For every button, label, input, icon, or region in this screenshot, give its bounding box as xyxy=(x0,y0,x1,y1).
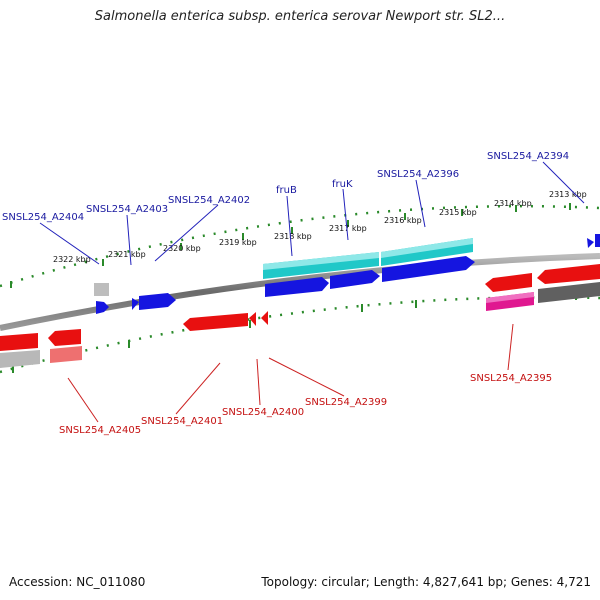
cds-reverse[interactable] xyxy=(0,333,38,351)
cds-forward[interactable] xyxy=(265,277,329,297)
forward-cds-track xyxy=(96,234,600,314)
cds-forward[interactable] xyxy=(139,293,176,310)
gene-label[interactable]: SNSL254_A2400 xyxy=(222,407,304,418)
tick-label: 2317 kbp xyxy=(329,224,367,233)
cyan-track xyxy=(263,238,473,279)
genome-backbone xyxy=(0,253,600,331)
cds-forward[interactable] xyxy=(330,270,380,289)
cds-reverse[interactable] xyxy=(261,311,268,325)
gene-label[interactable]: fruB xyxy=(276,185,297,196)
gene-label[interactable]: SNSL254_A2399 xyxy=(305,397,387,408)
gene-label[interactable]: SNSL254_A2401 xyxy=(141,416,223,427)
magenta-feature-highlight xyxy=(486,292,534,303)
cds-forward[interactable] xyxy=(132,298,139,310)
cds-forward[interactable] xyxy=(595,234,600,247)
gene-label[interactable]: SNSL254_A2395 xyxy=(470,373,552,384)
tick-labels: 2322 kbp 2321 kbp 2320 kbp 2319 kbp 2318… xyxy=(53,190,587,264)
bottom-gene-labels: SNSL254_A2405 SNSL254_A2401 SNSL254_A240… xyxy=(59,373,552,436)
gene-label[interactable]: SNSL254_A2396 xyxy=(377,169,459,180)
gene-label[interactable]: SNSL254_A2394 xyxy=(487,151,569,162)
reverse-cds-track xyxy=(0,264,600,351)
gene-label[interactable]: SNSL254_A2403 xyxy=(86,204,168,215)
topology-text: Topology: circular; Length: 4,827,641 bp… xyxy=(261,575,591,589)
tick-label: 2319 kbp xyxy=(219,238,257,247)
gene-label[interactable]: fruK xyxy=(332,179,353,190)
cds-forward[interactable] xyxy=(96,301,109,314)
gene-label[interactable]: SNSL254_A2404 xyxy=(2,212,84,223)
cds-reverse[interactable] xyxy=(249,312,256,326)
grey-feature xyxy=(0,350,40,368)
pink-feature xyxy=(50,346,82,363)
tick-label: 2313 kbp xyxy=(549,190,587,199)
outer-major-ticks xyxy=(10,203,571,288)
cds-reverse[interactable] xyxy=(183,313,248,331)
cds-reverse[interactable] xyxy=(48,329,81,346)
cds-reverse[interactable] xyxy=(485,273,532,292)
cds-forward[interactable] xyxy=(587,238,594,248)
map-title: Salmonella enterica subsp. enterica sero… xyxy=(94,9,506,24)
tick-label: 2321 kbp xyxy=(108,250,146,259)
cds-forward[interactable] xyxy=(382,256,475,282)
bottom-leader-lines xyxy=(67,323,514,423)
tick-label: 2322 kbp xyxy=(53,255,91,264)
gene-label[interactable]: SNSL254_A2405 xyxy=(59,425,141,436)
gene-label[interactable]: SNSL254_A2402 xyxy=(168,195,250,206)
accession-text: Accession: NC_011080 xyxy=(9,575,146,589)
top-leader-lines xyxy=(39,161,585,266)
tick-label: 2320 kbp xyxy=(163,244,201,253)
tick-label: 2314 kbp xyxy=(494,199,532,208)
grey-feature xyxy=(538,282,600,303)
tick-label: 2316 kbp xyxy=(384,216,422,225)
tick-label: 2315 kbp xyxy=(439,208,477,217)
tick-label: 2318 kbp xyxy=(274,232,312,241)
top-gene-labels: SNSL254_A2404 SNSL254_A2403 SNSL254_A240… xyxy=(2,151,569,223)
cds-reverse[interactable] xyxy=(537,264,600,284)
grey-feature xyxy=(94,283,109,296)
